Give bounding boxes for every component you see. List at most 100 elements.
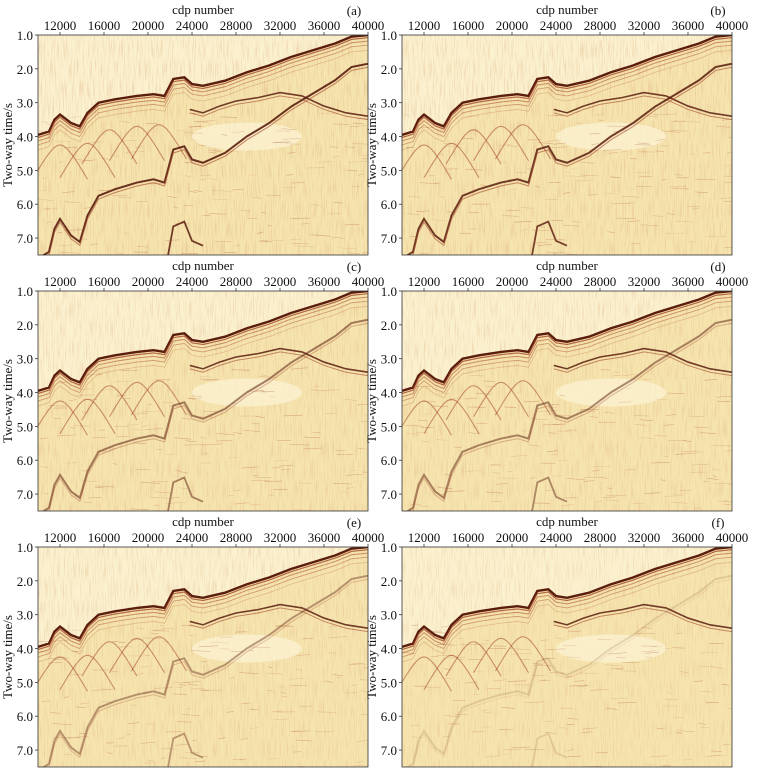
y-tick-label: 7.0 (381, 231, 397, 246)
diffraction-curve (445, 129, 502, 165)
y-tick-label: 4.0 (17, 386, 33, 401)
diffraction-curve (473, 125, 529, 162)
basin-reflector (553, 347, 732, 374)
basin-reflector (189, 91, 368, 118)
reflector-line (38, 296, 368, 398)
x-tick-label: 16000 (452, 274, 485, 289)
y-tick-label: 2.0 (17, 574, 33, 589)
multiple-reflector (41, 574, 368, 767)
diffraction-curve (38, 400, 88, 436)
reflector-line (402, 37, 732, 139)
reflector-line (402, 296, 732, 398)
x-tick-label: 12000 (408, 530, 441, 545)
x-tick-label: 16000 (88, 274, 121, 289)
x-tick-label: 40000 (716, 530, 749, 545)
diffraction-curve (423, 398, 480, 434)
diffraction-curve (59, 142, 116, 178)
x-tick-label: 28000 (220, 530, 253, 545)
y-tick-label: 3.0 (17, 96, 33, 111)
reflector-line (402, 291, 732, 392)
multiple-reflector (405, 318, 732, 511)
x-tick-label: 16000 (452, 18, 485, 33)
reflector-line (38, 300, 368, 402)
y-tick-label: 3.0 (17, 352, 33, 367)
y-tick-label: 6.0 (381, 453, 397, 468)
y-tick-label: 5.0 (17, 675, 33, 690)
seismic-panel: 12000 16000 20000 24000 28000 32000 36000 40000… (0, 258, 384, 512)
seismic-panel: 12000 16000 20000 24000 28000 32000 36000 40000… (364, 2, 749, 256)
y-tick-label: 4.0 (381, 130, 397, 145)
multiple-reflector (531, 476, 568, 511)
x-tick-label: 16000 (452, 530, 485, 545)
x-axis-label: cdp number (536, 258, 598, 273)
x-tick-label: 36000 (672, 274, 705, 289)
y-tick-label: 7.0 (17, 231, 33, 246)
x-tick-label: 36000 (308, 274, 341, 289)
y-tick-label: 1.0 (381, 540, 397, 555)
reflector-line (402, 40, 732, 142)
multiple-reflector (531, 220, 568, 255)
diffraction-curve (81, 129, 138, 165)
reflector-line (402, 49, 732, 151)
noise-texture (402, 35, 732, 255)
panel-label: (a) (347, 3, 361, 18)
x-tick-label: 12000 (44, 18, 77, 33)
multiple-reflector (41, 62, 368, 255)
y-tick-label: 4.0 (17, 642, 33, 657)
basin-reflector (189, 347, 368, 374)
x-axis-label: cdp number (536, 2, 598, 17)
panel-label: (b) (710, 3, 725, 18)
noise-texture (38, 547, 368, 767)
y-axis-label: Two-way time/s (364, 615, 379, 699)
y-tick-label: 7.0 (381, 487, 397, 502)
x-tick-label: 24000 (540, 18, 573, 33)
x-tick-label: 20000 (496, 18, 529, 33)
panel-frame (401, 546, 733, 768)
seismic-panel: 12000 16000 20000 24000 28000 32000 36000 40000… (364, 514, 749, 768)
reflector-line (402, 300, 732, 402)
x-tick-label: 36000 (672, 530, 705, 545)
y-tick-label: 5.0 (17, 163, 33, 178)
reflector-line (38, 561, 368, 663)
x-tick-label: 16000 (88, 18, 121, 33)
seismic-panel: 12000 16000 20000 24000 28000 32000 36000 40000… (364, 258, 749, 512)
y-tick-label: 2.0 (17, 318, 33, 333)
x-tick-label: 28000 (584, 530, 617, 545)
panel-frame (37, 34, 369, 256)
panel-label: (e) (347, 515, 361, 530)
diffraction-curve (423, 654, 480, 690)
x-tick-label: 24000 (540, 530, 573, 545)
seismic-panel: 12000 16000 20000 24000 28000 32000 36000 40000… (0, 2, 384, 256)
y-tick-label: 1.0 (17, 284, 33, 299)
noise-texture (38, 35, 368, 255)
y-axis-label: Two-way time/s (0, 615, 15, 699)
x-tick-label: 20000 (496, 274, 529, 289)
diffraction-curve (445, 641, 502, 677)
x-tick-label: 40000 (716, 274, 749, 289)
x-tick-label: 12000 (408, 274, 441, 289)
x-tick-label: 16000 (88, 530, 121, 545)
x-tick-label: 40000 (352, 530, 385, 545)
y-tick-label: 3.0 (381, 608, 397, 623)
y-tick-label: 2.0 (17, 62, 33, 77)
y-axis-label: Two-way time/s (0, 359, 15, 443)
reflector-line (402, 305, 732, 407)
x-axis-label: cdp number (172, 258, 234, 273)
diffraction-curve (495, 380, 551, 416)
y-tick-label: 7.0 (381, 743, 397, 758)
y-tick-label: 2.0 (381, 62, 397, 77)
x-tick-label: 12000 (44, 274, 77, 289)
x-tick-label: 40000 (716, 18, 749, 33)
reflector-line (402, 35, 732, 136)
y-tick-label: 3.0 (381, 352, 397, 367)
y-tick-label: 1.0 (381, 284, 397, 299)
diffraction-curve (402, 144, 452, 180)
multiple-reflector (531, 732, 568, 767)
y-tick-label: 7.0 (17, 487, 33, 502)
basin-reflector (553, 91, 732, 118)
multiple-reflector (167, 220, 204, 255)
y-tick-label: 5.0 (381, 675, 397, 690)
panel-label: (c) (347, 259, 361, 274)
diffraction-curve (131, 636, 187, 672)
diffraction-curve (81, 641, 138, 677)
